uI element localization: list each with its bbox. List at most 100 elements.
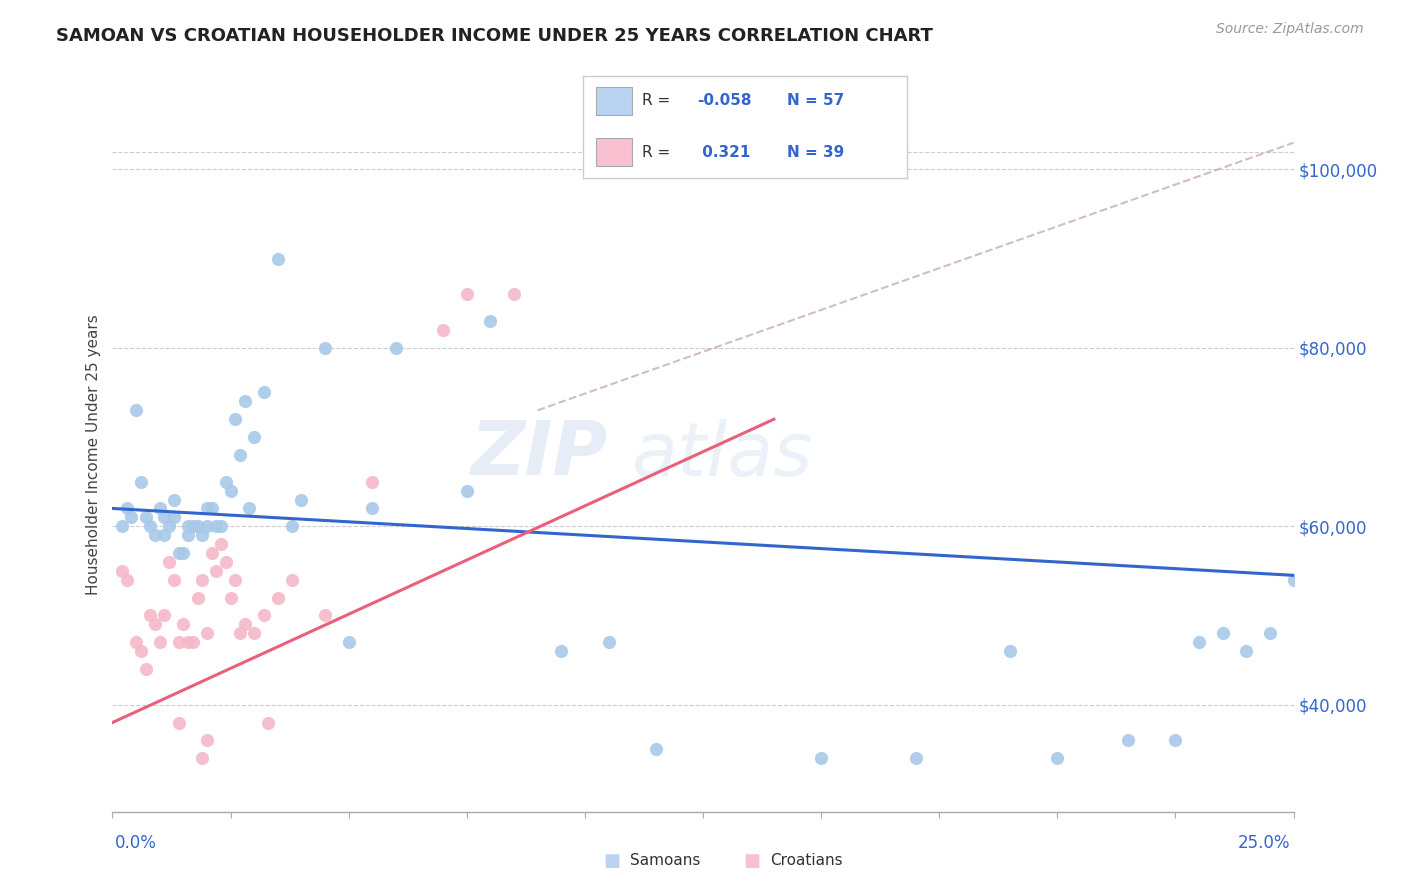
Point — [209, 537, 232, 551]
Point — [598, 635, 620, 649]
Point — [163, 573, 186, 587]
Text: Source: ZipAtlas.com: Source: ZipAtlas.com — [1216, 22, 1364, 37]
Point — [810, 751, 832, 765]
Point — [163, 492, 186, 507]
Text: SAMOAN VS CROATIAN HOUSEHOLDER INCOME UNDER 25 YEARS CORRELATION CHART: SAMOAN VS CROATIAN HOUSEHOLDER INCOME UN… — [56, 27, 934, 45]
Point — [1212, 626, 1234, 640]
Point — [153, 528, 176, 542]
Point — [111, 564, 134, 578]
Point — [167, 546, 190, 560]
Point — [215, 555, 238, 569]
Point — [167, 715, 190, 730]
Point — [143, 617, 166, 632]
Point — [143, 528, 166, 542]
Point — [215, 475, 238, 489]
Point — [125, 635, 148, 649]
Point — [1164, 733, 1187, 747]
Point — [257, 715, 280, 730]
Point — [337, 635, 360, 649]
Point — [111, 519, 134, 533]
Point — [229, 626, 252, 640]
FancyBboxPatch shape — [596, 138, 633, 166]
Point — [281, 519, 304, 533]
Text: ZIP: ZIP — [471, 418, 609, 491]
Point — [904, 751, 927, 765]
Point — [219, 591, 242, 605]
Point — [149, 635, 172, 649]
Text: N = 39: N = 39 — [787, 145, 845, 160]
Point — [1046, 751, 1069, 765]
Point — [314, 608, 336, 623]
Point — [191, 573, 214, 587]
Point — [219, 483, 242, 498]
Point — [456, 287, 478, 301]
Point — [195, 626, 218, 640]
Point — [281, 573, 304, 587]
Point — [243, 430, 266, 444]
Point — [1234, 644, 1257, 658]
Text: R =: R = — [641, 94, 675, 109]
Point — [224, 573, 246, 587]
Point — [1188, 635, 1211, 649]
Point — [191, 528, 214, 542]
Point — [205, 564, 228, 578]
Point — [253, 608, 276, 623]
Point — [167, 635, 190, 649]
Text: atlas: atlas — [633, 419, 814, 491]
Point — [644, 742, 666, 756]
Point — [125, 403, 148, 417]
Text: Croatians: Croatians — [770, 854, 844, 868]
Point — [149, 501, 172, 516]
Point — [177, 519, 200, 533]
Point — [181, 519, 204, 533]
Point — [115, 573, 138, 587]
Point — [139, 608, 162, 623]
Point — [314, 341, 336, 355]
Point — [172, 617, 194, 632]
Text: 0.0%: 0.0% — [115, 834, 157, 852]
Point — [1258, 626, 1281, 640]
Point — [479, 314, 502, 328]
Point — [195, 733, 218, 747]
Text: -0.058: -0.058 — [697, 94, 751, 109]
Point — [550, 644, 572, 658]
Point — [456, 483, 478, 498]
Point — [361, 501, 384, 516]
Point — [153, 510, 176, 524]
Text: R =: R = — [641, 145, 675, 160]
Point — [129, 644, 152, 658]
Point — [135, 662, 157, 676]
Point — [186, 519, 208, 533]
Point — [1282, 573, 1305, 587]
Text: 25.0%: 25.0% — [1239, 834, 1291, 852]
Point — [115, 501, 138, 516]
Point — [233, 394, 256, 409]
Text: 0.321: 0.321 — [697, 145, 749, 160]
Text: ■: ■ — [603, 852, 620, 870]
Point — [385, 341, 408, 355]
Point — [163, 510, 186, 524]
Text: N = 57: N = 57 — [787, 94, 845, 109]
Point — [238, 501, 260, 516]
Point — [195, 501, 218, 516]
Y-axis label: Householder Income Under 25 years: Householder Income Under 25 years — [86, 315, 101, 595]
Point — [191, 751, 214, 765]
Point — [129, 475, 152, 489]
Point — [135, 510, 157, 524]
Point — [209, 519, 232, 533]
Point — [432, 323, 454, 337]
Point — [139, 519, 162, 533]
Point — [157, 519, 180, 533]
Point — [195, 519, 218, 533]
Text: Samoans: Samoans — [630, 854, 700, 868]
Point — [290, 492, 312, 507]
Point — [361, 475, 384, 489]
Point — [181, 635, 204, 649]
Point — [172, 546, 194, 560]
Point — [1116, 733, 1139, 747]
Point — [503, 287, 526, 301]
Point — [253, 385, 276, 400]
Point — [267, 591, 290, 605]
Point — [186, 591, 208, 605]
Point — [177, 528, 200, 542]
